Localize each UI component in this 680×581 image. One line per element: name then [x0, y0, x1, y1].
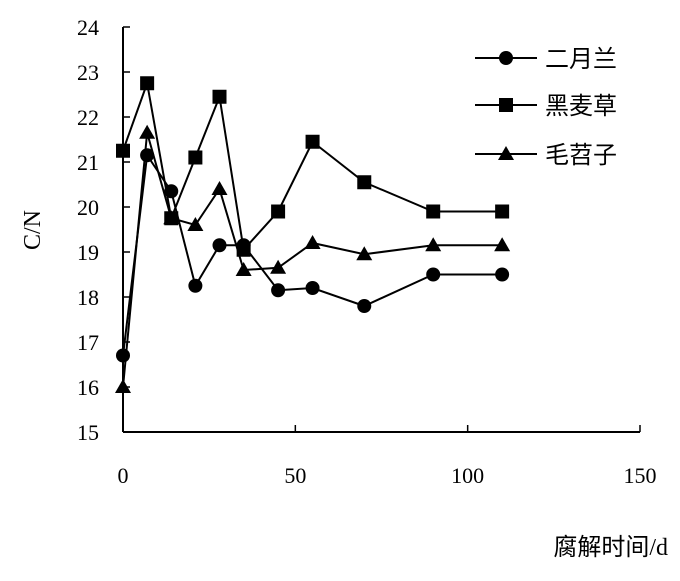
marker-square [357, 175, 372, 190]
marker-triangle [115, 379, 131, 393]
x-tick-label: 150 [624, 463, 657, 488]
marker-circle [426, 267, 441, 282]
y-tick-label: 24 [77, 15, 99, 40]
legend-item: 二月兰 [475, 46, 617, 73]
y-tick-label: 21 [77, 150, 99, 175]
marker-triangle [187, 217, 204, 231]
y-axis-title: C/N [20, 210, 46, 250]
marker-triangle [139, 124, 156, 139]
y-tick-label: 15 [77, 420, 99, 445]
ticks: 15 16 17 18 19 20 21 22 23 24 0 50 100 150 [77, 15, 657, 488]
marker-square [116, 143, 130, 158]
legend-item: 毛苕子 [475, 142, 617, 169]
marker-circle [357, 299, 372, 313]
marker-square [426, 204, 441, 219]
marker-circle [499, 51, 513, 65]
x-axis-title: 腐解时间/d [553, 534, 668, 561]
marker-circle [188, 278, 203, 293]
y-tick-label: 22 [77, 105, 99, 130]
series-group [115, 76, 511, 393]
marker-square [499, 98, 513, 112]
legend-label: 二月兰 [545, 46, 617, 73]
series-square [116, 76, 510, 257]
marker-square [495, 204, 510, 219]
y-tick-label: 18 [77, 285, 99, 310]
marker-triangle [494, 237, 511, 252]
marker-triangle [163, 210, 180, 225]
marker-circle [271, 283, 286, 298]
y-tick-label: 23 [77, 60, 99, 85]
legend-item: 黑麦草 [475, 93, 617, 120]
marker-circle [495, 267, 510, 282]
marker-square [140, 76, 155, 91]
marker-square [236, 242, 251, 257]
legend-label: 毛苕子 [545, 142, 617, 169]
series-line [122, 152, 503, 356]
marker-circle [305, 281, 320, 295]
series-line [122, 132, 503, 388]
marker-square [188, 150, 203, 165]
series-triangle [115, 124, 511, 393]
y-tick-label: 20 [77, 195, 99, 220]
marker-triangle [304, 235, 321, 249]
y-tick-label: 17 [77, 330, 99, 355]
x-tick-label: 0 [118, 463, 129, 488]
marker-circle [140, 148, 155, 163]
series-circle [116, 148, 510, 363]
y-tick-label: 16 [77, 375, 99, 400]
marker-square [305, 134, 320, 149]
marker-circle [116, 348, 130, 363]
marker-triangle [270, 259, 287, 274]
marker-square [271, 204, 286, 219]
marker-circle [212, 238, 227, 253]
x-tick-label: 100 [451, 463, 484, 488]
axes [122, 27, 640, 433]
x-tick-label: 50 [284, 463, 306, 488]
marker-triangle [235, 262, 252, 276]
y-tick-label: 19 [77, 240, 99, 265]
marker-triangle [211, 181, 228, 195]
marker-triangle [425, 237, 442, 252]
legend-label: 黑麦草 [545, 93, 617, 120]
marker-triangle [498, 146, 514, 160]
marker-square [212, 89, 227, 104]
marker-triangle [356, 246, 373, 261]
